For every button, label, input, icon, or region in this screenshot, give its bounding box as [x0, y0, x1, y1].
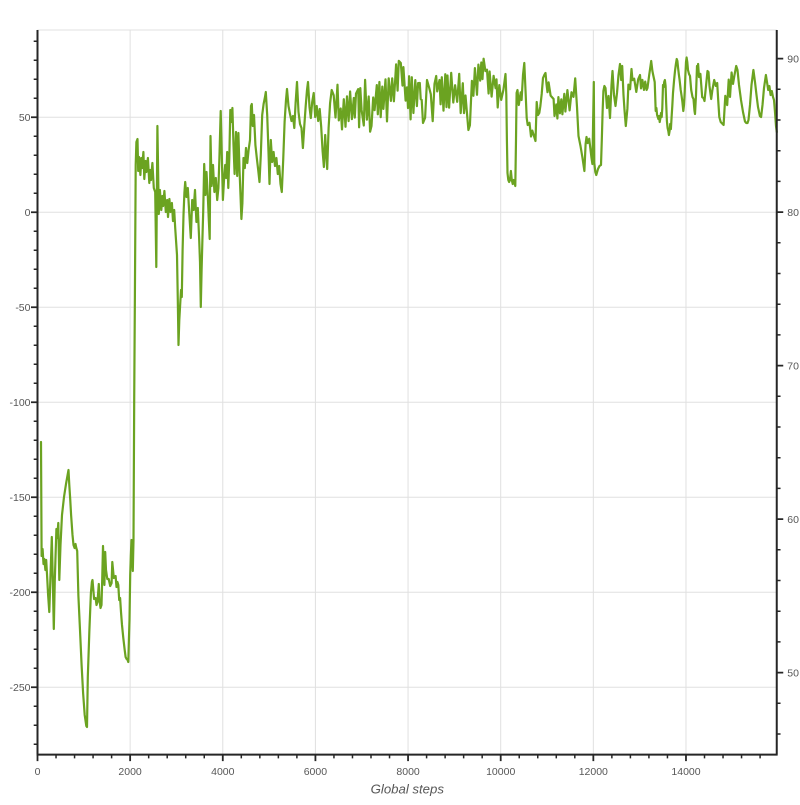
svg-text:-50: -50 [15, 302, 30, 314]
svg-text:80: 80 [787, 207, 799, 219]
svg-text:2000: 2000 [118, 766, 142, 778]
svg-text:50: 50 [787, 667, 799, 679]
svg-text:Global steps: Global steps [371, 782, 445, 797]
svg-text:50: 50 [19, 112, 31, 124]
svg-text:70: 70 [787, 360, 799, 372]
svg-text:-250: -250 [9, 682, 30, 694]
svg-text:90: 90 [787, 53, 799, 65]
svg-text:8000: 8000 [396, 766, 420, 778]
svg-text:0: 0 [35, 766, 41, 778]
svg-text:60: 60 [787, 514, 799, 526]
svg-text:14000: 14000 [671, 766, 700, 778]
svg-text:12000: 12000 [579, 766, 608, 778]
svg-text:-100: -100 [9, 397, 30, 409]
svg-text:0: 0 [25, 207, 31, 219]
svg-text:10000: 10000 [486, 766, 515, 778]
svg-text:-200: -200 [9, 587, 30, 599]
svg-text:6000: 6000 [304, 766, 328, 778]
svg-text:4000: 4000 [211, 766, 235, 778]
svg-text:-150: -150 [9, 492, 30, 504]
